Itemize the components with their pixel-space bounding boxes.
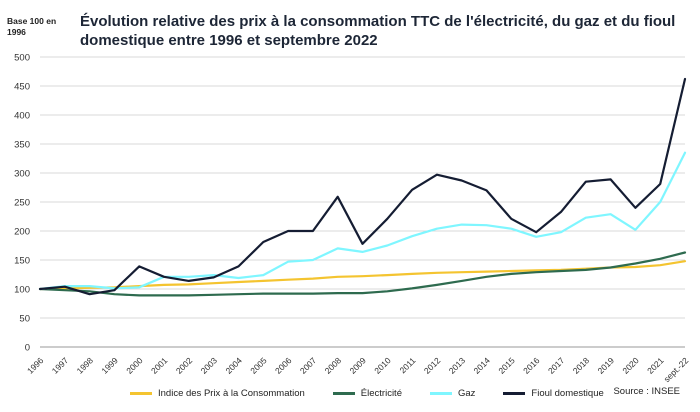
legend-swatch-electricite [332,391,355,395]
y-tick-label: 100 [14,285,30,296]
y-tick-label: 400 [14,111,30,122]
x-tick-label: 2009 [347,355,368,376]
legend-label-electricite: Électricité [360,387,402,399]
legend-swatch-gaz [429,391,452,395]
series-line-ipc [38,260,687,291]
y-axis: 0 50 100 150 200 250 300 350 400 450 500 [14,53,30,354]
x-tick-label: 2019 [596,355,617,376]
grid-lines [40,56,685,348]
legend-swatch-fioul [503,391,526,395]
legend-label-gaz: Gaz [457,387,476,399]
y-tick-label: 500 [14,53,30,64]
x-tick-label: 2020 [620,355,641,376]
x-tick-label: 1997 [50,355,71,376]
x-tick-label: 1996 [25,355,46,376]
x-tick-label: 2016 [521,355,542,376]
x-tick-label: 2018 [571,355,592,376]
x-tick-label: 2007 [298,355,319,376]
x-tick-label: 2008 [323,355,344,376]
y-tick-label: 50 [19,314,30,325]
x-tick-label: 2000 [124,355,145,376]
x-tick-label: 2001 [149,355,170,376]
x-tick-label: 1999 [99,355,120,376]
legend-label-ipc: Indice des Prix à la Consommation [158,387,305,399]
legend-label-fioul: Fioul domestique [531,387,604,399]
x-tick-label: 2010 [372,355,393,376]
x-axis: 1996 1997 1998 1999 2000 2001 2002 2003 2004 2005… [25,355,691,384]
x-tick-label: 2012 [422,355,443,376]
legend-item-fioul: Fioul domestique [503,387,604,399]
series-lines [38,77,687,297]
legend-swatch-ipc [130,391,152,395]
y-tick-label: 0 [25,343,30,354]
y-tick-label: 150 [14,256,30,267]
x-tick-label: 2014 [472,355,493,376]
y-tick-label: 350 [14,140,30,151]
x-tick-label: 2004 [223,355,244,376]
series-line-electricite [38,251,687,297]
x-tick-label: 2013 [447,355,468,376]
x-tick-label: 2011 [398,355,418,375]
x-tick-label: 2002 [174,355,195,376]
x-tick-label: 1998 [75,355,96,376]
x-tick-label: 2017 [546,355,567,376]
x-tick-label: 2006 [273,355,294,376]
x-tick-label: 2021 [645,355,666,376]
legend-item-ipc: Indice des Prix à la Consommation [130,388,305,399]
legend-item-gaz: Gaz [429,387,476,399]
chart-title: Évolution relative des prix à la consomm… [80,13,676,49]
series-line-gaz [38,151,687,291]
legend-item-electricite: Électricité [332,387,402,399]
legend: Indice des Prix à la Consommation Électr… [130,386,632,400]
series-line-fioul [38,77,687,296]
x-tick-label: 2005 [248,355,269,376]
x-tick-label: sept.-22 [662,355,691,384]
y-tick-label: 300 [14,169,30,180]
source-note: Source : INSEE [613,386,680,397]
x-tick-label: 2003 [199,355,220,376]
x-tick-label: 2015 [496,355,517,376]
y-tick-label: 250 [14,198,30,209]
y-axis-title: Base 100 en 1996 [7,16,57,37]
y-tick-label: 450 [14,82,30,93]
y-tick-label: 200 [14,227,30,238]
